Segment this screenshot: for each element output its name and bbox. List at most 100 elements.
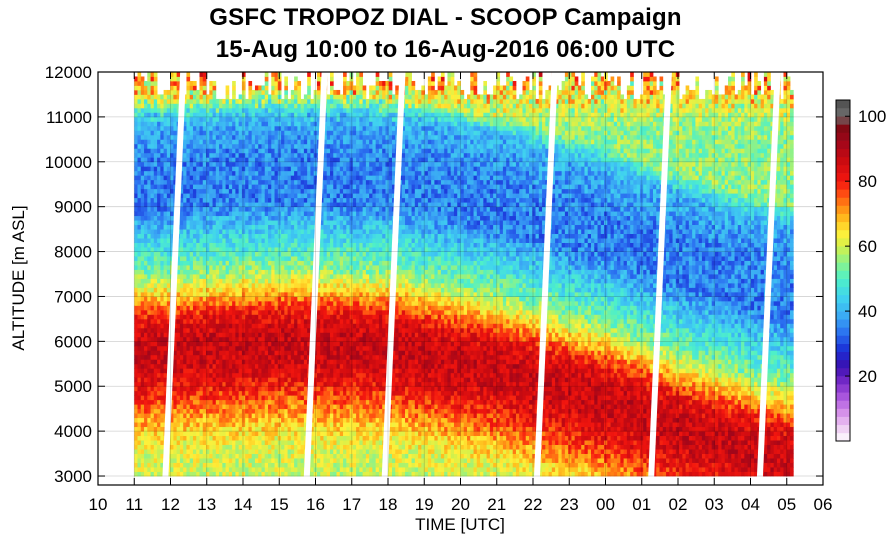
heatmap-cell bbox=[284, 242, 288, 248]
heatmap-cell bbox=[228, 130, 233, 136]
heatmap-cell bbox=[294, 291, 298, 297]
heatmap-cell bbox=[202, 282, 207, 288]
heatmap-cell bbox=[303, 350, 308, 356]
heatmap-cell bbox=[235, 318, 240, 324]
heatmap-cell bbox=[297, 121, 302, 127]
heatmap-cell bbox=[166, 220, 171, 226]
heatmap-cell bbox=[232, 291, 236, 297]
heatmap-cell bbox=[199, 112, 204, 118]
heatmap-cell bbox=[157, 350, 161, 356]
heatmap-cell bbox=[297, 116, 302, 122]
heatmap-cell bbox=[153, 395, 158, 401]
heatmap-cell bbox=[186, 444, 191, 450]
heatmap-cell bbox=[264, 377, 269, 383]
heatmap-cell bbox=[290, 161, 295, 167]
heatmap-cell bbox=[163, 143, 168, 149]
heatmap-cell bbox=[261, 309, 266, 315]
heatmap-cell bbox=[268, 215, 272, 221]
heatmap-cell bbox=[179, 202, 184, 208]
heatmap-cell bbox=[163, 94, 168, 100]
heatmap-cell bbox=[186, 332, 191, 338]
heatmap-cell bbox=[271, 72, 275, 77]
heatmap-cell bbox=[268, 314, 272, 320]
heatmap-cell bbox=[297, 381, 302, 387]
heatmap-cell bbox=[215, 345, 220, 351]
heatmap-cell bbox=[199, 323, 204, 329]
heatmap-cell bbox=[310, 435, 315, 441]
heatmap-cell bbox=[166, 215, 171, 221]
heatmap-cell bbox=[219, 233, 223, 239]
heatmap-cell bbox=[251, 368, 256, 374]
heatmap-cell bbox=[163, 130, 168, 136]
heatmap-cell bbox=[183, 462, 187, 468]
heatmap-cell bbox=[137, 408, 142, 414]
heatmap-cell bbox=[290, 206, 295, 212]
heatmap-cell bbox=[294, 278, 298, 284]
heatmap-cell bbox=[176, 372, 181, 378]
heatmap-cell bbox=[166, 305, 171, 311]
heatmap-cell bbox=[212, 233, 217, 239]
heatmap-cell bbox=[163, 350, 168, 356]
heatmap-cell bbox=[232, 211, 236, 217]
heatmap-cell bbox=[294, 341, 298, 347]
heatmap-cell bbox=[186, 363, 191, 369]
heatmap-cell bbox=[297, 184, 302, 190]
heatmap-cell bbox=[206, 134, 210, 140]
heatmap-cell bbox=[287, 98, 292, 104]
heatmap-cell bbox=[232, 175, 236, 181]
heatmap-cell bbox=[248, 291, 253, 297]
heatmap-cell bbox=[313, 188, 318, 194]
heatmap-cell bbox=[254, 170, 259, 176]
heatmap-cell bbox=[228, 336, 233, 342]
heatmap-cell bbox=[196, 94, 200, 100]
heatmap-cell bbox=[134, 89, 138, 95]
heatmap-cell bbox=[290, 224, 295, 230]
heatmap-cell bbox=[271, 399, 275, 405]
heatmap-cell bbox=[209, 278, 213, 284]
heatmap-cell bbox=[192, 139, 197, 145]
heatmap-cell bbox=[307, 265, 311, 270]
heatmap-cell bbox=[271, 323, 275, 329]
heatmap-cell bbox=[173, 107, 178, 113]
heatmap-cell bbox=[277, 170, 282, 176]
heatmap-cell bbox=[313, 130, 318, 136]
heatmap-cell bbox=[196, 282, 200, 288]
heatmap-cell bbox=[144, 166, 148, 172]
heatmap-cell bbox=[134, 76, 138, 82]
heatmap-cell bbox=[189, 242, 194, 248]
heatmap-cell bbox=[202, 453, 207, 459]
heatmap-cell bbox=[281, 161, 285, 167]
heatmap-cell bbox=[238, 251, 243, 257]
heatmap-cell bbox=[215, 193, 220, 199]
heatmap-cell bbox=[261, 305, 266, 311]
heatmap-cell bbox=[147, 175, 151, 181]
heatmap-cell bbox=[274, 202, 279, 208]
heatmap-cell bbox=[245, 287, 249, 293]
heatmap-cell bbox=[212, 309, 217, 315]
heatmap-cell bbox=[186, 381, 191, 387]
heatmap-cell bbox=[300, 121, 305, 127]
heatmap-cell bbox=[137, 98, 142, 104]
heatmap-cell bbox=[140, 444, 145, 450]
heatmap-cell bbox=[179, 247, 184, 252]
heatmap-cell bbox=[192, 179, 197, 185]
heatmap-cell bbox=[241, 390, 246, 396]
heatmap-cell bbox=[228, 112, 233, 118]
heatmap-cell bbox=[186, 467, 191, 472]
heatmap-cell bbox=[274, 422, 279, 428]
heatmap-cell bbox=[160, 422, 165, 428]
heatmap-cell bbox=[264, 323, 269, 329]
heatmap-cell bbox=[192, 426, 197, 432]
heatmap-cell bbox=[202, 103, 207, 109]
heatmap-cell bbox=[238, 107, 243, 113]
heatmap-cell bbox=[183, 300, 187, 306]
heatmap-cell bbox=[199, 395, 204, 401]
heatmap-cell bbox=[284, 220, 288, 226]
heatmap-cell bbox=[248, 390, 253, 396]
heatmap-cell bbox=[147, 278, 151, 284]
heatmap-cell bbox=[254, 359, 259, 365]
heatmap-cell bbox=[307, 242, 311, 248]
heatmap-cell bbox=[300, 166, 305, 172]
heatmap-cell bbox=[274, 112, 279, 118]
heatmap-cell bbox=[313, 435, 318, 441]
